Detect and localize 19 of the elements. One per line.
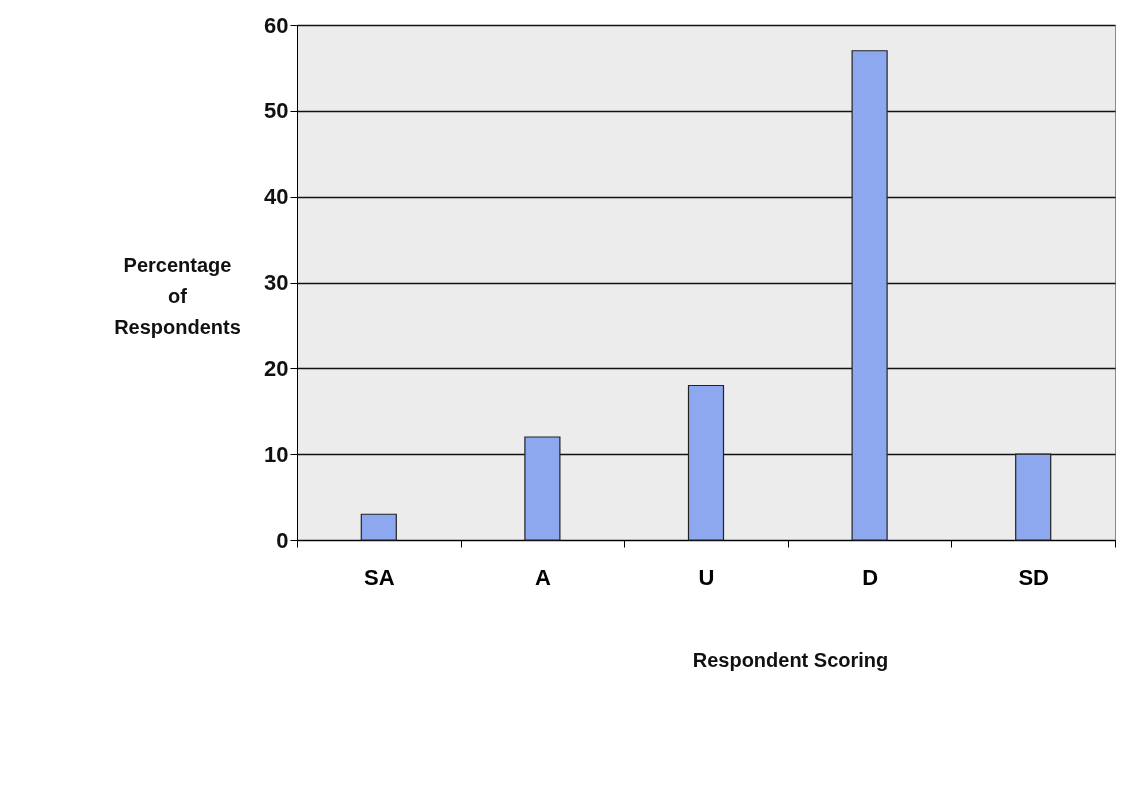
bar <box>687 384 725 541</box>
y-tick-label: 30 <box>264 270 289 295</box>
y-tick-label: 20 <box>264 355 289 381</box>
bar <box>1015 453 1052 541</box>
bar <box>851 50 888 541</box>
y-axis-title: Percentage of Respondents <box>114 253 241 338</box>
x-tick-label: U <box>698 564 715 590</box>
bar <box>524 436 561 541</box>
x-tick-label: D <box>862 564 879 590</box>
y-tick-label: 10 <box>264 441 289 467</box>
x-tick-label: SD <box>1018 564 1049 590</box>
y-tick-label: 0 <box>276 527 289 553</box>
x-axis-title: Respondent Scoring <box>692 648 889 671</box>
x-tick-label: A <box>534 564 551 590</box>
y-tick-label: 40 <box>264 184 289 210</box>
x-tick-label: SA <box>364 564 395 590</box>
bar <box>360 513 397 541</box>
y-tick-label: 60 <box>264 12 289 38</box>
y-tick-label: 50 <box>264 98 289 124</box>
